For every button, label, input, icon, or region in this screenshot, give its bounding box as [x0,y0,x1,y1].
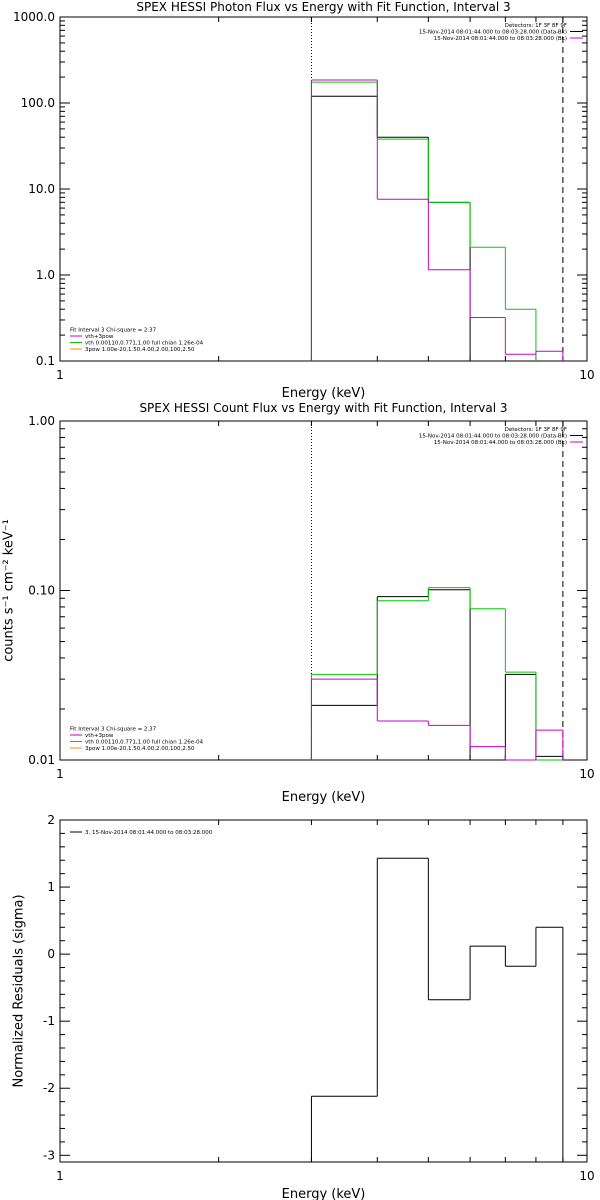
legend-entry: 3pow 1.00e-20,1.50,4.00,2.00,100,2.50 [85,746,195,752]
y-tick-label: 1 [47,880,55,894]
y-axis-label: Normalized Residuals (sigma) [12,894,27,1087]
chart-panel-3: Energy (keV) Normalized Residuals (sigma)… [12,813,595,1200]
legend-entry: 15-Nov-2014 08:01:44.000 to 08:03:28.000… [419,434,567,440]
x-tick-label: 1 [56,1169,64,1183]
legend-entry: 15-Nov-2014 08:01:44.000 to 08:03:28.000… [434,440,567,446]
legend-left: 3, 15-Nov-2014 08:01:44.000 to 08:03:28.… [70,830,213,836]
chart-panel-2: SPEX HESSI Count Flux vs Energy with Fit… [2,401,595,805]
legend-entry: Detectors: 1F 3F 8F 9F [505,427,567,433]
y-tick-label: 0 [47,947,55,961]
legend-left: Fit Interval 3 Chi-square = 2.37vth+3pow… [70,328,204,353]
legend-entry: 15-Nov-2014 08:01:44.000 to 08:03:28.000… [434,36,567,42]
x-axis-label: Energy (keV) [282,1187,366,1200]
plot-frame [59,819,588,1163]
x-axis-ticks: 1 10 [56,820,595,1183]
series-data [310,857,564,1162]
legend-entry: Fit Interval 3 Chi-square = 2.37 [70,328,157,334]
series-model [310,81,537,361]
plot-frame [59,420,588,761]
y-tick-label: 1.0 [36,268,55,282]
y-tick-label: 1.00 [28,414,55,428]
y-tick-label: 0.01 [28,753,55,767]
y-axis-label: counts s⁻¹ cm⁻² keV⁻¹ [2,519,17,662]
legend-entry: 3pow 1.00e-20,1.50,4.00,2.00,100,2.50 [85,347,195,353]
y-tick-label: 100.0 [21,96,55,110]
x-tick-label: 1 [56,767,64,781]
series-background [310,678,564,761]
chart-title: SPEX HESSI Count Flux vs Energy with Fit… [139,401,507,415]
series-data [310,589,564,760]
x-tick-label: 1 [56,368,64,382]
y-tick-label: 2 [47,813,55,827]
x-tick-label: 10 [579,1169,594,1183]
legend-entry: Fit Interval 3 Chi-square = 2.37 [70,727,157,733]
x-axis-label: Energy (keV) [282,386,366,401]
legend-entry: vth 0.00110,0.771,1.00 full chian 1.26e-… [85,341,204,347]
x-axis-ticks: 1 10 [56,17,595,382]
y-tick-label: 10.0 [28,182,55,196]
y-axis-ticks: 0.1 1.0 10.0 100.0 1000.0 [13,10,587,368]
y-tick-label: -2 [43,1081,55,1095]
y-axis-ticks: 0.01 0.10 1.00 [28,414,587,767]
x-axis-label: Energy (keV) [282,790,366,805]
y-tick-label: -3 [43,1148,55,1162]
series-background [310,79,564,361]
x-tick-label: 10 [579,368,594,382]
y-tick-label: 1000.0 [13,10,55,24]
chart-panel-1: SPEX HESSI Photon Flux vs Energy with Fi… [13,0,595,401]
series-data [310,95,471,361]
legend-entry: Detectors: 1F 3F 8F 9F [505,23,567,29]
legend-left: Fit Interval 3 Chi-square = 2.37vth+3pow… [70,727,204,752]
chart-title: SPEX HESSI Photon Flux vs Energy with Fi… [136,0,510,14]
y-tick-label: 0.10 [28,584,55,598]
y-tick-label: -1 [43,1014,55,1028]
legend-entry: 3, 15-Nov-2014 08:01:44.000 to 08:03:28.… [85,830,213,836]
legend-entry: vth 0.00110,0.771,1.00 full chian 1.26e-… [85,740,204,746]
x-tick-label: 10 [579,767,594,781]
y-axis-ticks: -3 -2 -1 0 1 2 [43,813,587,1162]
legend-entry: vth+3pow [85,733,114,739]
legend-entry: vth+3pow [85,334,114,340]
series-model [310,587,563,761]
legend-entry: 15-Nov-2014 08:01:44.000 to 08:03:28.000… [419,30,567,36]
y-tick-label: 0.1 [36,354,55,368]
